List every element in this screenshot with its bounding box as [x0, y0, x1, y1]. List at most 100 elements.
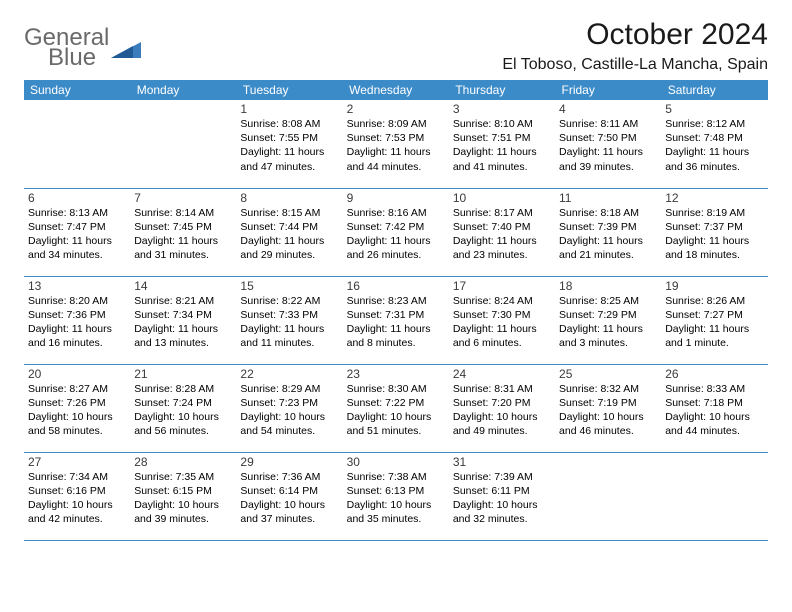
calendar-day-cell: 13Sunrise: 8:20 AMSunset: 7:36 PMDayligh…	[24, 276, 130, 364]
calendar-week-row: 1Sunrise: 8:08 AMSunset: 7:55 PMDaylight…	[24, 100, 768, 188]
day-info: Sunrise: 8:31 AMSunset: 7:20 PMDaylight:…	[453, 382, 551, 439]
day-number: 18	[559, 279, 657, 293]
calendar-day-cell: 31Sunrise: 7:39 AMSunset: 6:11 PMDayligh…	[449, 452, 555, 540]
day-info: Sunrise: 8:17 AMSunset: 7:40 PMDaylight:…	[453, 206, 551, 263]
day-info: Sunrise: 8:27 AMSunset: 7:26 PMDaylight:…	[28, 382, 126, 439]
calendar-day-cell: 22Sunrise: 8:29 AMSunset: 7:23 PMDayligh…	[236, 364, 342, 452]
calendar-day-cell: 2Sunrise: 8:09 AMSunset: 7:53 PMDaylight…	[343, 100, 449, 188]
day-number: 28	[134, 455, 232, 469]
header: General Blue October 2024 El Toboso, Cas…	[24, 18, 768, 74]
day-number: 8	[240, 191, 338, 205]
calendar-day-cell: 15Sunrise: 8:22 AMSunset: 7:33 PMDayligh…	[236, 276, 342, 364]
logo-triangle-icon	[111, 36, 141, 58]
day-info: Sunrise: 8:25 AMSunset: 7:29 PMDaylight:…	[559, 294, 657, 351]
calendar-day-cell: 20Sunrise: 8:27 AMSunset: 7:26 PMDayligh…	[24, 364, 130, 452]
calendar-day-cell: 27Sunrise: 7:34 AMSunset: 6:16 PMDayligh…	[24, 452, 130, 540]
calendar-day-cell: 10Sunrise: 8:17 AMSunset: 7:40 PMDayligh…	[449, 188, 555, 276]
calendar-day-cell: 26Sunrise: 8:33 AMSunset: 7:18 PMDayligh…	[661, 364, 767, 452]
day-number: 6	[28, 191, 126, 205]
day-number: 15	[240, 279, 338, 293]
day-info: Sunrise: 7:39 AMSunset: 6:11 PMDaylight:…	[453, 470, 551, 527]
day-info: Sunrise: 8:24 AMSunset: 7:30 PMDaylight:…	[453, 294, 551, 351]
calendar-day-cell: 24Sunrise: 8:31 AMSunset: 7:20 PMDayligh…	[449, 364, 555, 452]
calendar-day-cell	[661, 452, 767, 540]
day-info: Sunrise: 8:22 AMSunset: 7:33 PMDaylight:…	[240, 294, 338, 351]
calendar-day-cell: 18Sunrise: 8:25 AMSunset: 7:29 PMDayligh…	[555, 276, 661, 364]
day-number: 25	[559, 367, 657, 381]
location: El Toboso, Castille-La Mancha, Spain	[502, 56, 768, 74]
day-number: 5	[665, 102, 763, 116]
calendar-day-cell: 9Sunrise: 8:16 AMSunset: 7:42 PMDaylight…	[343, 188, 449, 276]
day-info: Sunrise: 8:19 AMSunset: 7:37 PMDaylight:…	[665, 206, 763, 263]
day-info: Sunrise: 8:32 AMSunset: 7:19 PMDaylight:…	[559, 382, 657, 439]
calendar-day-cell: 7Sunrise: 8:14 AMSunset: 7:45 PMDaylight…	[130, 188, 236, 276]
day-info: Sunrise: 7:36 AMSunset: 6:14 PMDaylight:…	[240, 470, 338, 527]
day-info: Sunrise: 8:20 AMSunset: 7:36 PMDaylight:…	[28, 294, 126, 351]
title-block: October 2024 El Toboso, Castille-La Manc…	[502, 18, 768, 74]
day-number: 4	[559, 102, 657, 116]
day-info: Sunrise: 8:13 AMSunset: 7:47 PMDaylight:…	[28, 206, 126, 263]
day-number: 2	[347, 102, 445, 116]
day-number: 10	[453, 191, 551, 205]
day-number: 29	[240, 455, 338, 469]
calendar-day-cell: 3Sunrise: 8:10 AMSunset: 7:51 PMDaylight…	[449, 100, 555, 188]
day-number: 9	[347, 191, 445, 205]
calendar-day-cell: 1Sunrise: 8:08 AMSunset: 7:55 PMDaylight…	[236, 100, 342, 188]
day-info: Sunrise: 7:35 AMSunset: 6:15 PMDaylight:…	[134, 470, 232, 527]
day-info: Sunrise: 8:30 AMSunset: 7:22 PMDaylight:…	[347, 382, 445, 439]
calendar-day-cell: 8Sunrise: 8:15 AMSunset: 7:44 PMDaylight…	[236, 188, 342, 276]
day-number: 17	[453, 279, 551, 293]
day-number: 27	[28, 455, 126, 469]
weekday-header: Thursday	[449, 80, 555, 100]
day-info: Sunrise: 8:08 AMSunset: 7:55 PMDaylight:…	[240, 117, 338, 174]
calendar-day-cell	[555, 452, 661, 540]
day-number: 1	[240, 102, 338, 116]
day-number: 13	[28, 279, 126, 293]
day-number: 31	[453, 455, 551, 469]
day-info: Sunrise: 8:09 AMSunset: 7:53 PMDaylight:…	[347, 117, 445, 174]
day-number: 3	[453, 102, 551, 116]
weekday-header: Wednesday	[343, 80, 449, 100]
calendar-day-cell	[24, 100, 130, 188]
day-number: 14	[134, 279, 232, 293]
calendar-day-cell: 12Sunrise: 8:19 AMSunset: 7:37 PMDayligh…	[661, 188, 767, 276]
day-number: 30	[347, 455, 445, 469]
day-number: 20	[28, 367, 126, 381]
calendar-day-cell: 11Sunrise: 8:18 AMSunset: 7:39 PMDayligh…	[555, 188, 661, 276]
day-info: Sunrise: 7:34 AMSunset: 6:16 PMDaylight:…	[28, 470, 126, 527]
calendar-day-cell: 28Sunrise: 7:35 AMSunset: 6:15 PMDayligh…	[130, 452, 236, 540]
day-info: Sunrise: 8:21 AMSunset: 7:34 PMDaylight:…	[134, 294, 232, 351]
day-info: Sunrise: 8:33 AMSunset: 7:18 PMDaylight:…	[665, 382, 763, 439]
day-number: 16	[347, 279, 445, 293]
calendar-day-cell: 14Sunrise: 8:21 AMSunset: 7:34 PMDayligh…	[130, 276, 236, 364]
calendar-day-cell: 29Sunrise: 7:36 AMSunset: 6:14 PMDayligh…	[236, 452, 342, 540]
weekday-header: Friday	[555, 80, 661, 100]
day-info: Sunrise: 8:18 AMSunset: 7:39 PMDaylight:…	[559, 206, 657, 263]
day-number: 22	[240, 367, 338, 381]
calendar-day-cell: 25Sunrise: 8:32 AMSunset: 7:19 PMDayligh…	[555, 364, 661, 452]
day-number: 7	[134, 191, 232, 205]
calendar-day-cell: 5Sunrise: 8:12 AMSunset: 7:48 PMDaylight…	[661, 100, 767, 188]
calendar-week-row: 20Sunrise: 8:27 AMSunset: 7:26 PMDayligh…	[24, 364, 768, 452]
day-info: Sunrise: 8:26 AMSunset: 7:27 PMDaylight:…	[665, 294, 763, 351]
day-info: Sunrise: 8:10 AMSunset: 7:51 PMDaylight:…	[453, 117, 551, 174]
calendar-day-cell: 16Sunrise: 8:23 AMSunset: 7:31 PMDayligh…	[343, 276, 449, 364]
calendar-week-row: 13Sunrise: 8:20 AMSunset: 7:36 PMDayligh…	[24, 276, 768, 364]
day-info: Sunrise: 8:15 AMSunset: 7:44 PMDaylight:…	[240, 206, 338, 263]
calendar-day-cell: 17Sunrise: 8:24 AMSunset: 7:30 PMDayligh…	[449, 276, 555, 364]
day-info: Sunrise: 8:16 AMSunset: 7:42 PMDaylight:…	[347, 206, 445, 263]
day-info: Sunrise: 8:23 AMSunset: 7:31 PMDaylight:…	[347, 294, 445, 351]
day-number: 19	[665, 279, 763, 293]
month-title: October 2024	[502, 18, 768, 52]
calendar-day-cell: 30Sunrise: 7:38 AMSunset: 6:13 PMDayligh…	[343, 452, 449, 540]
calendar-day-cell: 21Sunrise: 8:28 AMSunset: 7:24 PMDayligh…	[130, 364, 236, 452]
day-info: Sunrise: 8:11 AMSunset: 7:50 PMDaylight:…	[559, 117, 657, 174]
day-info: Sunrise: 8:14 AMSunset: 7:45 PMDaylight:…	[134, 206, 232, 263]
day-info: Sunrise: 8:29 AMSunset: 7:23 PMDaylight:…	[240, 382, 338, 439]
logo: General Blue	[24, 18, 141, 70]
weekday-header: Saturday	[661, 80, 767, 100]
day-number: 12	[665, 191, 763, 205]
weekday-header: Tuesday	[236, 80, 342, 100]
calendar-week-row: 27Sunrise: 7:34 AMSunset: 6:16 PMDayligh…	[24, 452, 768, 540]
calendar-day-cell: 4Sunrise: 8:11 AMSunset: 7:50 PMDaylight…	[555, 100, 661, 188]
